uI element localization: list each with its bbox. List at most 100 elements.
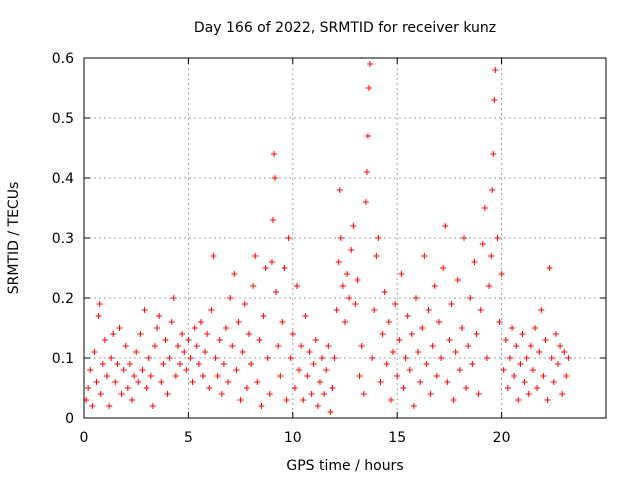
data-point bbox=[509, 325, 516, 331]
data-point bbox=[348, 247, 355, 253]
data-point bbox=[385, 319, 392, 325]
data-point bbox=[89, 403, 96, 409]
data-point bbox=[141, 307, 148, 313]
data-point bbox=[354, 277, 361, 283]
data-point bbox=[197, 319, 204, 325]
data-point bbox=[193, 343, 200, 349]
data-point bbox=[500, 367, 507, 373]
data-point bbox=[544, 397, 551, 403]
data-point bbox=[394, 373, 401, 379]
data-point bbox=[329, 385, 336, 391]
data-point bbox=[502, 337, 509, 343]
data-point bbox=[398, 271, 405, 277]
data-point bbox=[112, 379, 119, 385]
data-point bbox=[350, 223, 357, 229]
data-point bbox=[114, 361, 121, 367]
data-point bbox=[162, 337, 169, 343]
data-point bbox=[532, 325, 539, 331]
data-point bbox=[143, 385, 150, 391]
data-point bbox=[534, 385, 541, 391]
data-point bbox=[400, 385, 407, 391]
data-point bbox=[346, 295, 353, 301]
data-point bbox=[87, 367, 94, 373]
y-tick-label: 0.3 bbox=[52, 231, 74, 247]
data-point bbox=[319, 355, 326, 361]
data-point bbox=[465, 343, 472, 349]
data-point bbox=[214, 373, 221, 379]
data-point bbox=[260, 313, 267, 319]
data-point bbox=[273, 289, 280, 295]
data-point bbox=[557, 343, 564, 349]
tick-labels: 0 5 10 15 20 0 0.1 0.2 0.3 0.4 0.5 0.6 bbox=[52, 51, 511, 446]
data-point bbox=[277, 373, 284, 379]
data-point bbox=[366, 85, 373, 91]
data-point bbox=[135, 379, 142, 385]
data-point bbox=[491, 97, 498, 103]
data-point bbox=[339, 283, 346, 289]
data-point bbox=[268, 259, 275, 265]
data-point bbox=[139, 367, 146, 373]
data-point bbox=[241, 301, 248, 307]
data-point bbox=[471, 259, 478, 265]
data-point bbox=[266, 391, 273, 397]
data-point bbox=[170, 295, 177, 301]
data-point bbox=[296, 367, 303, 373]
data-point bbox=[231, 271, 238, 277]
data-point bbox=[187, 355, 194, 361]
data-point bbox=[513, 343, 520, 349]
data-point bbox=[519, 331, 526, 337]
data-point bbox=[225, 379, 232, 385]
data-point bbox=[521, 379, 528, 385]
data-point bbox=[367, 61, 374, 67]
data-point bbox=[390, 349, 397, 355]
data-point bbox=[285, 235, 292, 241]
data-point bbox=[245, 331, 252, 337]
data-point bbox=[235, 319, 242, 325]
x-tick-label: 20 bbox=[493, 430, 511, 446]
x-tick-label: 10 bbox=[284, 430, 302, 446]
data-point bbox=[496, 319, 503, 325]
data-point bbox=[110, 331, 117, 337]
plot-frame bbox=[83, 57, 607, 419]
data-point bbox=[444, 379, 451, 385]
y-tick-label: 0.2 bbox=[52, 291, 74, 307]
data-point bbox=[435, 319, 442, 325]
data-point bbox=[239, 349, 246, 355]
data-point bbox=[383, 361, 390, 367]
data-point bbox=[392, 301, 399, 307]
data-point bbox=[527, 343, 534, 349]
data-point bbox=[151, 343, 158, 349]
data-point bbox=[174, 343, 181, 349]
data-point bbox=[237, 397, 244, 403]
data-point bbox=[256, 337, 263, 343]
data-point bbox=[189, 379, 196, 385]
data-point bbox=[302, 313, 309, 319]
data-point bbox=[275, 343, 282, 349]
data-point bbox=[538, 307, 545, 313]
data-point bbox=[402, 355, 409, 361]
data-point bbox=[419, 325, 426, 331]
data-point bbox=[335, 259, 342, 265]
data-point bbox=[360, 391, 367, 397]
data-point bbox=[387, 397, 394, 403]
data-point bbox=[475, 391, 482, 397]
data-point bbox=[168, 319, 175, 325]
data-point bbox=[212, 355, 219, 361]
data-point bbox=[550, 379, 557, 385]
data-point bbox=[529, 367, 536, 373]
data-point bbox=[427, 391, 434, 397]
data-point bbox=[137, 331, 144, 337]
data-point bbox=[208, 307, 215, 313]
data-point bbox=[517, 361, 524, 367]
data-point bbox=[204, 331, 211, 337]
data-point bbox=[363, 169, 370, 175]
y-tick-label: 0 bbox=[65, 411, 74, 427]
data-point bbox=[381, 289, 388, 295]
data-point bbox=[337, 235, 344, 241]
data-point bbox=[116, 325, 123, 331]
data-point bbox=[124, 385, 131, 391]
y-tick-label: 0.5 bbox=[52, 111, 74, 127]
data-point bbox=[536, 349, 543, 355]
data-point bbox=[96, 301, 103, 307]
data-point bbox=[183, 367, 190, 373]
